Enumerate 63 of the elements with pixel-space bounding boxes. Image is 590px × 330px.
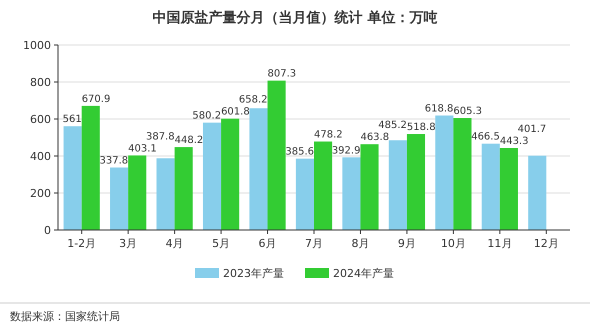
- bar: [360, 144, 379, 230]
- bar: [128, 155, 146, 230]
- legend-label: 2023年产量: [223, 267, 284, 280]
- y-tick-label: 0: [44, 224, 51, 237]
- bar: [221, 118, 240, 230]
- x-tick-label: 3月: [119, 237, 138, 250]
- data-label: 478.2: [314, 130, 343, 141]
- bar: [453, 118, 472, 230]
- bar: [342, 157, 360, 230]
- y-tick-label: 200: [30, 187, 51, 200]
- x-tick-label: 8月: [351, 237, 370, 250]
- y-tick-label: 600: [30, 113, 51, 126]
- data-label: 337.8: [100, 156, 128, 167]
- bar: [388, 140, 407, 230]
- x-tick-label: 6月: [258, 237, 277, 250]
- bar: [249, 108, 268, 230]
- data-label: 466.5: [471, 132, 500, 143]
- bar: [64, 126, 82, 230]
- data-label: 561: [62, 114, 82, 126]
- data-label: 658.2: [238, 94, 268, 106]
- bar: [156, 158, 175, 230]
- bar: [202, 122, 222, 230]
- bar: [482, 144, 500, 230]
- data-label: 403.1: [128, 143, 157, 154]
- bar: [82, 106, 100, 230]
- data-label: 392.9: [332, 145, 360, 156]
- bar: [435, 116, 454, 230]
- x-tick-label: 10月: [440, 237, 466, 250]
- bar: [296, 158, 314, 230]
- bar: [406, 134, 426, 230]
- source-note: 数据来源：国家统计局: [10, 310, 120, 323]
- x-tick-label: 12月: [534, 237, 559, 250]
- data-label: 463.8: [360, 132, 390, 144]
- data-label: 401.7: [518, 124, 546, 135]
- bar: [174, 147, 193, 230]
- data-label: 670.9: [82, 94, 110, 105]
- data-label: 605.3: [453, 106, 482, 118]
- data-label: 443.3: [500, 136, 528, 147]
- x-tick-label: 4月: [166, 237, 184, 250]
- data-label: 618.8: [424, 104, 454, 115]
- y-tick-label: 800: [30, 76, 51, 89]
- data-label: 601.8: [221, 106, 250, 118]
- bar: [268, 80, 286, 230]
- legend-label: 2024年产量: [333, 267, 394, 280]
- y-tick-label: 400: [30, 150, 51, 163]
- bar: [500, 148, 518, 230]
- bar: [110, 168, 128, 230]
- y-tick-label: 1000: [23, 39, 51, 52]
- data-label: 807.3: [268, 68, 296, 80]
- bar: [314, 142, 332, 230]
- x-tick-label: 7月: [305, 237, 323, 250]
- data-label: 387.8: [146, 131, 175, 142]
- data-label: 518.8: [406, 122, 436, 134]
- x-tick-label: 9月: [398, 237, 416, 250]
- chart-title: 中国原盐产量分月（当月值）统计 单位：万吨: [152, 9, 438, 26]
- x-tick-label: 1-2月: [67, 237, 96, 250]
- data-label: 448.2: [174, 135, 204, 146]
- data-label: 580.2: [192, 110, 222, 122]
- x-tick-label: 11月: [487, 237, 512, 250]
- bar: [528, 156, 546, 230]
- data-label: 385.6: [285, 146, 314, 158]
- x-tick-label: 5月: [212, 237, 230, 250]
- data-label: 485.2: [378, 120, 407, 132]
